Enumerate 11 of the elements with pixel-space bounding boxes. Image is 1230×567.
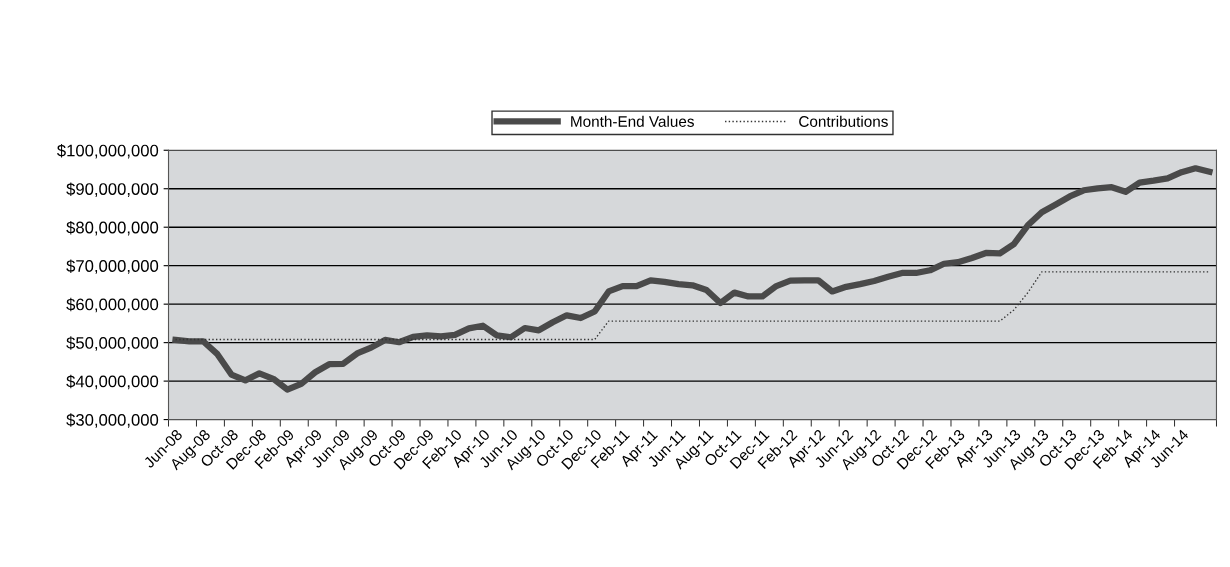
y-tick-label: $90,000,000: [66, 182, 159, 197]
y-tick-label: $50,000,000: [66, 336, 159, 351]
y-tick-label: $30,000,000: [66, 413, 159, 428]
y-tick-label: $100,000,000: [57, 143, 159, 159]
line-series: [174, 271, 1211, 341]
legend-label: Contributions: [799, 115, 888, 127]
y-tick-label: $40,000,000: [66, 374, 159, 390]
y-tick-label: $80,000,000: [66, 220, 159, 236]
y-tick-label: $60,000,000: [66, 297, 159, 313]
legend-label: Month-End Values: [571, 115, 694, 127]
y-tick-label: $70,000,000: [66, 259, 159, 274]
